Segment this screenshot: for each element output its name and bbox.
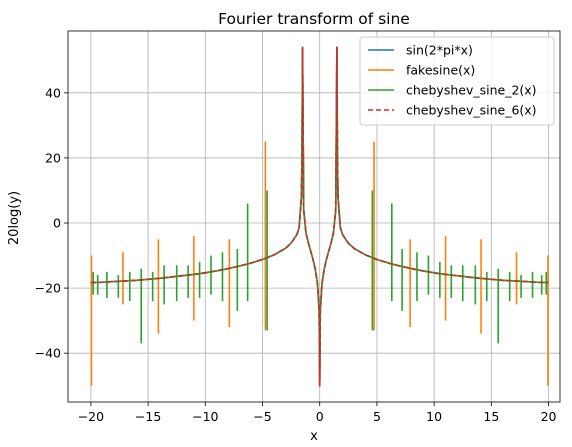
y-axis-label: 20log(y): [7, 191, 22, 245]
plot-area: [90, 46, 549, 387]
legend-entry: chebyshev_sine_6(x): [406, 103, 537, 118]
x-tick-label: −10: [192, 409, 218, 424]
x-tick-label: 15: [483, 409, 499, 424]
y-tick-label: −40: [35, 346, 61, 361]
x-axis-label: x: [310, 429, 318, 444]
x-tick-label: −20: [78, 409, 104, 424]
axes-frame: [67, 30, 561, 403]
y-tick-label: 20: [45, 150, 61, 165]
y-tick-label: 40: [45, 85, 61, 100]
legend-entry: fakesine(x): [406, 63, 475, 78]
x-tick-label: −15: [135, 409, 161, 424]
series-line: [90, 46, 549, 387]
legend-entry: chebyshev_sine_2(x): [406, 83, 537, 98]
legend-entry: sin(2*pi*x): [406, 43, 473, 58]
legend-box: [359, 36, 555, 126]
y-tick-label: 0: [53, 216, 61, 231]
axes: [67, 30, 561, 403]
series-3: [90, 46, 549, 387]
x-ticks: −20 −15 −10 −5 0 5 10 15 20: [78, 402, 557, 424]
x-tick-label: 5: [373, 409, 381, 424]
y-tick-label: −20: [35, 281, 61, 296]
y-ticks: −40 −20 0 20 40: [35, 85, 68, 361]
x-tick-label: 10: [426, 409, 442, 424]
plot-clipped: [90, 46, 549, 387]
x-tick-label: 20: [541, 409, 557, 424]
x-tick-label: −5: [253, 409, 271, 424]
legend: sin(2*pi*x) fakesine(x) chebyshev_sine_2(x…: [359, 36, 555, 126]
chart-title: Fourier transform of sine: [218, 10, 410, 28]
x-tick-label: 0: [316, 409, 324, 424]
